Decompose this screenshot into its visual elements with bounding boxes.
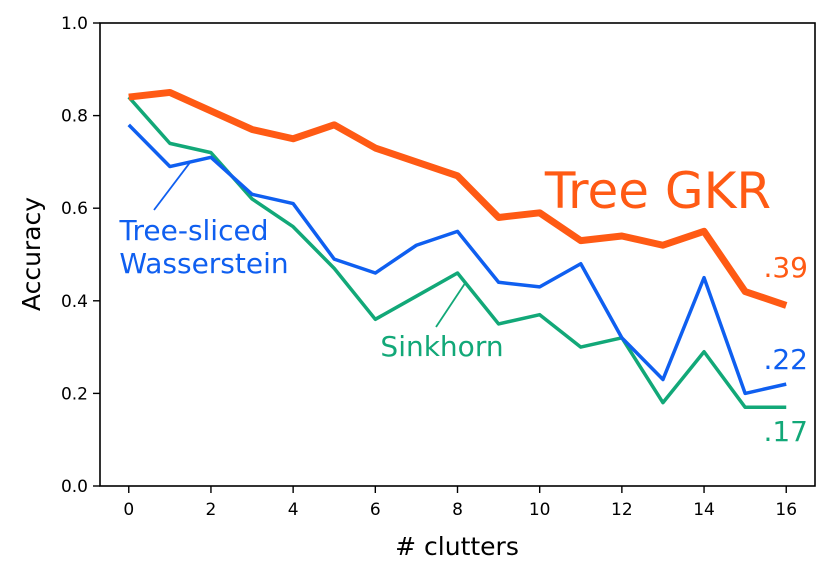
y-tick-label: 0.0 (61, 477, 88, 497)
tree-sliced-wasserstein-label-line2: Wasserstein (119, 247, 288, 280)
y-tick-label: 0.2 (61, 384, 88, 404)
x-tick-label: 8 (452, 500, 463, 520)
tree-sliced-wasserstein-end-value: .22 (763, 343, 808, 376)
x-tick-label: 14 (693, 500, 715, 520)
y-tick-label: 1.0 (61, 14, 88, 34)
series-line-tree-sliced-wasserstein (127, 123, 787, 396)
tree-gkr-label: Tree GKR (544, 162, 771, 220)
x-tick-label: 0 (123, 500, 134, 520)
x-tick-label: 10 (529, 500, 551, 520)
y-tick-label: 0.8 (61, 107, 88, 127)
x-axis: 0 2 4 6 8 10 12 14 16 (123, 486, 797, 520)
x-axis-title: # clutters (395, 532, 519, 561)
x-tick-label: 16 (775, 500, 797, 520)
x-tick-label: 2 (206, 500, 217, 520)
series-line-tree-gkr (128, 88, 788, 309)
y-axis-title: Accuracy (17, 197, 46, 311)
y-tick-label: 0.4 (61, 292, 88, 312)
y-axis: 0.0 0.2 0.4 0.6 0.8 1.0 (61, 14, 100, 497)
tree-sliced-wasserstein-pointer (153, 161, 192, 211)
sinkhorn-label: Sinkhorn (380, 330, 503, 363)
tree-sliced-wasserstein-label-line1: Tree-sliced (119, 214, 269, 247)
y-tick-label: 0.6 (61, 199, 88, 219)
series-lines (127, 88, 788, 410)
tree-gkr-end-value: .39 (763, 251, 808, 284)
sinkhorn-pointer (435, 281, 467, 328)
x-tick-label: 12 (611, 500, 633, 520)
x-tick-label: 4 (288, 500, 299, 520)
x-tick-label: 6 (370, 500, 381, 520)
sinkhorn-end-value: .17 (763, 415, 808, 448)
